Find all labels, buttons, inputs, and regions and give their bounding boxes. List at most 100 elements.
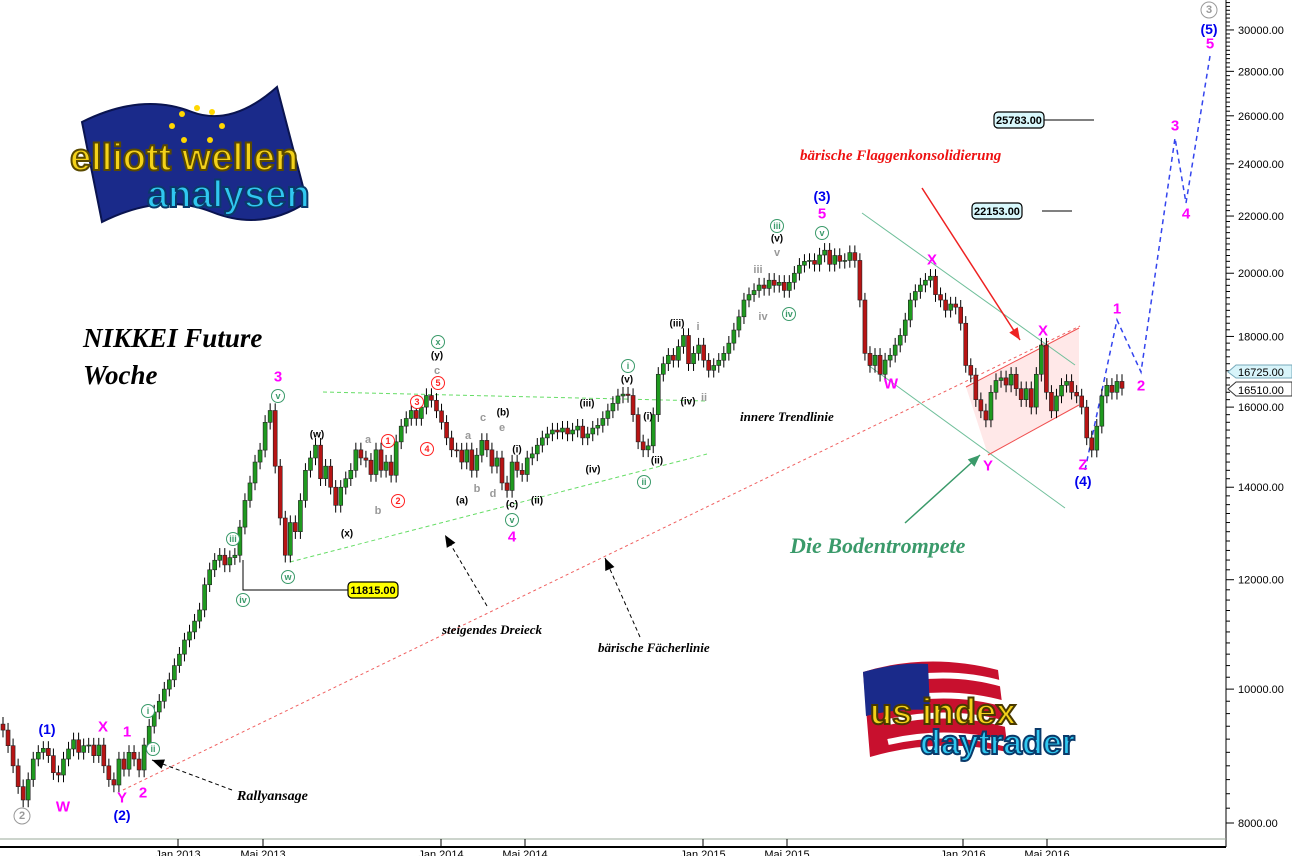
wave-label-gray: ii (701, 392, 707, 404)
candle (121, 751, 127, 777)
candle-up (923, 279, 928, 286)
candle-up (197, 609, 202, 622)
candle-up (595, 425, 601, 429)
wave-label-blue: (5) (1200, 21, 1217, 37)
wave-label-magenta: X (1038, 323, 1048, 340)
wave-label-magenta: X (98, 719, 108, 736)
annotation-rally: Rallyansage (236, 789, 308, 804)
candle (529, 446, 535, 466)
candle (56, 765, 61, 783)
candle (812, 253, 817, 272)
candle (746, 287, 752, 308)
candle-down (519, 470, 525, 475)
candle-down (328, 465, 333, 488)
candle-down (1109, 385, 1115, 393)
candle-down (514, 461, 520, 471)
candle (897, 328, 903, 353)
candle-down (388, 461, 394, 476)
wave-label-gray-circled: 3 (1206, 4, 1212, 16)
wave-label-green-circled: ii (150, 744, 155, 754)
candle (918, 277, 923, 299)
candle-up (907, 299, 913, 321)
candle-up (585, 433, 591, 439)
wave-label-black: (y) (431, 351, 443, 362)
candle-up (479, 440, 485, 456)
candle (681, 328, 686, 354)
wave-label-magenta: W (884, 376, 899, 393)
candle-up (217, 554, 223, 561)
arrow-head-icon (605, 558, 615, 571)
y-tick-label: 22000.00 (1238, 211, 1284, 223)
candle (15, 758, 21, 794)
candle (464, 442, 470, 470)
candle (645, 438, 651, 458)
candle-up (1104, 385, 1110, 397)
candle-up (353, 449, 359, 471)
wave-label-circle (770, 219, 784, 233)
candle (771, 273, 777, 293)
candle (983, 403, 989, 428)
candle-up (666, 354, 671, 365)
price-target-box (347, 581, 399, 599)
y-tick-label: 10000.00 (1238, 684, 1284, 696)
y-tick-label: 12000.00 (1238, 575, 1284, 587)
candle (207, 562, 212, 592)
arrow-head-icon (967, 455, 980, 467)
candle-up (756, 284, 762, 291)
last-price-box (1227, 364, 1292, 379)
candle (1044, 337, 1049, 400)
candle (716, 353, 722, 373)
candle (494, 450, 500, 474)
candle (817, 247, 822, 272)
candle-up (534, 444, 540, 455)
y-tick-label: 18000.00 (1238, 331, 1284, 343)
candle (403, 411, 409, 434)
candle-up (676, 346, 681, 361)
candle (499, 450, 505, 491)
candle-down (429, 395, 434, 401)
candle (489, 442, 495, 474)
candle-up (524, 457, 530, 475)
candle-down (1079, 395, 1084, 408)
candle-up (1023, 388, 1029, 400)
wave-label-circle (782, 307, 796, 321)
candle (383, 454, 389, 478)
candle (605, 403, 611, 426)
candle-up (25, 779, 31, 801)
candle-up (1039, 344, 1044, 375)
candle-up (721, 353, 727, 361)
candle (408, 403, 414, 426)
candle (1069, 374, 1074, 400)
wave-label-black: (c) (506, 500, 518, 511)
price-target-box (993, 111, 1045, 129)
candle (620, 386, 626, 404)
candle-up (1064, 381, 1069, 386)
wave-label-black: (v) (621, 375, 633, 386)
candle (958, 300, 964, 331)
candle (877, 348, 883, 382)
candle (30, 751, 36, 787)
candle-down (1089, 437, 1095, 451)
candle (161, 681, 167, 709)
candle (378, 442, 384, 478)
candle-up (323, 465, 328, 480)
candle (96, 737, 102, 763)
candle-up (141, 744, 147, 771)
price-target-value: 25783.00 (996, 115, 1042, 127)
candle (1018, 381, 1024, 407)
candle-up (550, 429, 555, 435)
candle-down (121, 758, 127, 770)
wave-label-circle (281, 570, 295, 584)
candle-down (444, 422, 449, 439)
wave-label-blue: (2) (113, 807, 130, 823)
candle-up (529, 453, 535, 459)
candle (348, 463, 354, 486)
candle-up (383, 461, 389, 471)
candle-down (943, 299, 948, 311)
wave-label-blue: (3) (813, 188, 830, 204)
candle-up (797, 264, 802, 274)
wave-label-black: (x) (341, 529, 353, 540)
candle-up (872, 354, 878, 366)
candle (872, 348, 878, 373)
